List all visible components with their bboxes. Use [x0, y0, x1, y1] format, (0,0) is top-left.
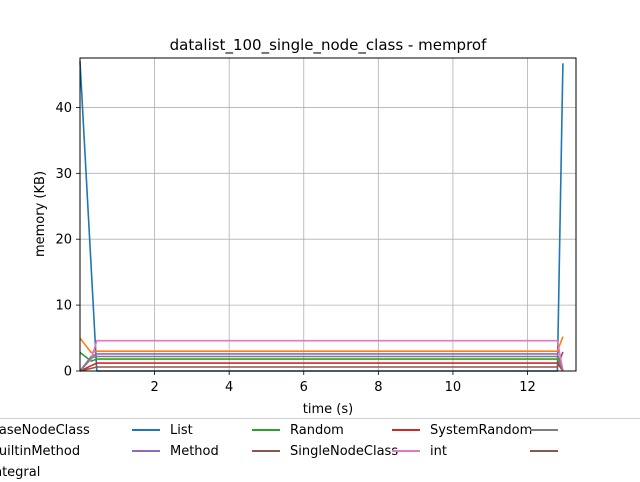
y-axis: 0 10 20 30 40	[55, 101, 80, 380]
y-axis-label: memory (KB)	[33, 171, 48, 257]
legend-label: Method	[170, 443, 219, 459]
legend-label: List	[170, 422, 193, 438]
y-tick-label: 0	[64, 365, 72, 380]
legend-label: SingleNodeClass	[290, 443, 399, 459]
legend-swatch	[392, 429, 420, 431]
legend-label: Random	[290, 422, 344, 438]
y-tick-label: 10	[55, 299, 72, 314]
legend-swatch	[132, 450, 160, 452]
x-tick-label: 12	[519, 380, 536, 395]
legend-item	[530, 441, 568, 461]
legend-label: SystemRandom	[430, 422, 533, 438]
legend-item: Random	[252, 420, 344, 440]
legend-swatch	[530, 450, 558, 452]
legend-swatch	[392, 450, 420, 452]
x-tick-label: 4	[225, 380, 233, 395]
legend-item: Method	[132, 441, 219, 461]
legend-swatch	[530, 429, 558, 431]
y-tick-label: 20	[55, 233, 72, 248]
legend-label: Integral	[0, 464, 41, 480]
legend: BaseNodeClass List Random SystemRandom Built…	[0, 418, 640, 481]
plot-frame	[79, 57, 577, 372]
legend-label: BuiltinMethod	[0, 443, 81, 459]
legend-item	[530, 420, 568, 440]
series-group	[79, 61, 564, 372]
legend-label: int	[430, 443, 447, 459]
chart: 2 4 6 8 10 12 0 10 20 30 40 datalist_100_single_n…	[33, 36, 577, 417]
y-tick-label: 40	[55, 101, 72, 116]
plot-background	[80, 58, 576, 371]
x-tick-label: 8	[374, 380, 382, 395]
legend-swatch	[252, 450, 280, 452]
legend-item: BaseNodeClass	[0, 420, 90, 440]
x-tick-label: 6	[300, 380, 308, 395]
legend-item: SystemRandom	[392, 420, 532, 440]
legend-swatch	[252, 429, 280, 431]
x-tick-label: 2	[150, 380, 158, 395]
x-axis-label: time (s)	[303, 402, 353, 417]
legend-swatch	[132, 429, 160, 431]
legend-item: List	[132, 420, 193, 440]
y-tick-label: 30	[55, 167, 72, 182]
legend-item: Integral	[0, 462, 40, 482]
x-axis: 2 4 6 8 10 12	[150, 371, 536, 395]
legend-item: int	[392, 441, 447, 461]
grid	[80, 58, 576, 372]
chart-title: datalist_100_single_node_class - memprof	[170, 36, 487, 55]
legend-item: BuiltinMethod	[0, 441, 80, 461]
x-tick-label: 10	[445, 380, 462, 395]
series-line-systemrandom	[79, 362, 564, 372]
legend-item: SingleNodeClass	[252, 441, 398, 461]
series-line-unnamed-7	[79, 355, 564, 372]
legend-label: BaseNodeClass	[0, 422, 90, 438]
